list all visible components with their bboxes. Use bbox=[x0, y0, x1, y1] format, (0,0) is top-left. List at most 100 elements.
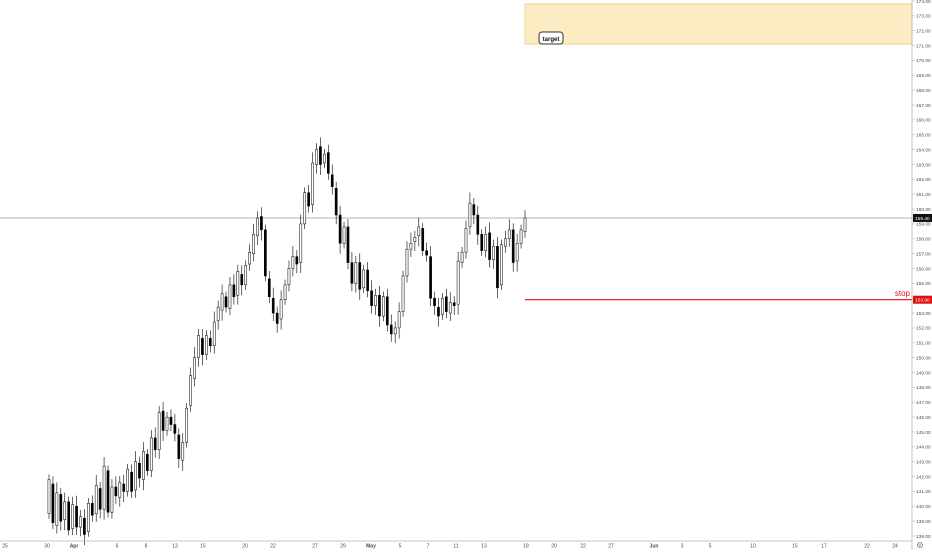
candle[interactable] bbox=[492, 239, 495, 269]
candle[interactable] bbox=[252, 223, 255, 262]
candle[interactable] bbox=[287, 260, 291, 292]
candle[interactable] bbox=[448, 292, 452, 321]
candle[interactable] bbox=[437, 297, 440, 327]
candle[interactable] bbox=[275, 306, 279, 333]
candle[interactable] bbox=[134, 451, 137, 498]
candle[interactable] bbox=[503, 230, 507, 253]
gear-icon[interactable] bbox=[917, 542, 923, 548]
candle[interactable] bbox=[220, 284, 224, 321]
candle[interactable] bbox=[385, 288, 389, 332]
candle[interactable] bbox=[464, 220, 468, 259]
candle[interactable] bbox=[291, 246, 295, 277]
candle[interactable] bbox=[169, 409, 173, 432]
candle[interactable] bbox=[511, 223, 515, 272]
candle[interactable] bbox=[59, 487, 63, 531]
candle[interactable] bbox=[153, 427, 157, 458]
candle[interactable] bbox=[299, 214, 303, 274]
candle[interactable] bbox=[122, 474, 126, 502]
candle[interactable] bbox=[452, 296, 456, 315]
candle[interactable] bbox=[228, 276, 232, 316]
target-zone[interactable] bbox=[524, 3, 913, 45]
candle[interactable] bbox=[130, 464, 133, 498]
candle[interactable] bbox=[393, 321, 397, 344]
candle[interactable] bbox=[374, 288, 377, 315]
candle[interactable] bbox=[216, 300, 220, 330]
target-label-box[interactable]: target bbox=[538, 31, 564, 45]
candle[interactable] bbox=[496, 236, 499, 299]
candle[interactable] bbox=[87, 498, 90, 537]
candle[interactable] bbox=[417, 217, 421, 247]
candle[interactable] bbox=[460, 246, 464, 268]
candle[interactable] bbox=[425, 242, 428, 262]
candle[interactable] bbox=[193, 347, 196, 387]
candle[interactable] bbox=[342, 221, 346, 249]
candle[interactable] bbox=[519, 224, 523, 249]
candle[interactable] bbox=[197, 328, 200, 367]
candle[interactable] bbox=[185, 402, 189, 448]
candle[interactable] bbox=[106, 465, 110, 518]
candle[interactable] bbox=[177, 428, 181, 468]
candle[interactable] bbox=[161, 401, 165, 442]
candle[interactable] bbox=[326, 144, 330, 180]
candle[interactable] bbox=[165, 411, 169, 436]
candle[interactable] bbox=[126, 463, 130, 497]
candle[interactable] bbox=[102, 456, 106, 520]
candle[interactable] bbox=[63, 492, 67, 531]
candle[interactable] bbox=[523, 210, 527, 238]
candle[interactable] bbox=[315, 143, 318, 174]
candle[interactable] bbox=[279, 290, 283, 330]
candle[interactable] bbox=[330, 164, 334, 195]
candle[interactable] bbox=[98, 481, 102, 519]
candle[interactable] bbox=[232, 274, 236, 305]
candle[interactable] bbox=[189, 367, 192, 412]
candle[interactable] bbox=[303, 187, 307, 230]
candle[interactable] bbox=[79, 510, 82, 537]
candle[interactable] bbox=[181, 433, 185, 471]
candle[interactable] bbox=[157, 406, 161, 460]
candle[interactable] bbox=[334, 181, 338, 225]
candle[interactable] bbox=[472, 198, 476, 225]
candle[interactable] bbox=[236, 264, 240, 305]
candle[interactable] bbox=[173, 413, 177, 442]
candle[interactable] bbox=[201, 329, 204, 366]
candle[interactable] bbox=[67, 496, 71, 536]
candle[interactable] bbox=[401, 270, 405, 317]
candle[interactable] bbox=[51, 476, 55, 530]
candle[interactable] bbox=[295, 250, 299, 274]
candle[interactable] bbox=[441, 293, 444, 320]
candle[interactable] bbox=[311, 152, 314, 213]
candle[interactable] bbox=[358, 253, 362, 300]
candle[interactable] bbox=[488, 222, 491, 268]
candle[interactable] bbox=[267, 271, 271, 304]
candle[interactable] bbox=[354, 256, 358, 293]
candle[interactable] bbox=[55, 482, 59, 534]
candle[interactable] bbox=[370, 280, 373, 314]
candle[interactable] bbox=[468, 192, 472, 235]
candle[interactable] bbox=[515, 234, 519, 272]
candle[interactable] bbox=[378, 286, 381, 327]
candle[interactable] bbox=[208, 330, 212, 353]
candle[interactable] bbox=[507, 219, 511, 247]
candle[interactable] bbox=[346, 219, 350, 270]
candle[interactable] bbox=[47, 474, 51, 519]
candle[interactable] bbox=[240, 265, 244, 296]
candle[interactable] bbox=[413, 230, 417, 251]
candle[interactable] bbox=[307, 184, 310, 213]
candle[interactable] bbox=[283, 279, 287, 305]
candle[interactable] bbox=[256, 211, 259, 246]
candle[interactable] bbox=[397, 302, 401, 339]
candle[interactable] bbox=[500, 239, 503, 291]
candle[interactable] bbox=[142, 442, 145, 491]
candle[interactable] bbox=[382, 291, 385, 322]
candle[interactable] bbox=[212, 311, 216, 354]
candle[interactable] bbox=[138, 456, 141, 488]
candle[interactable] bbox=[118, 475, 122, 507]
candle[interactable] bbox=[71, 496, 74, 536]
candle[interactable] bbox=[456, 251, 460, 315]
candle[interactable] bbox=[362, 264, 366, 294]
candle[interactable] bbox=[389, 314, 393, 342]
candle[interactable] bbox=[83, 508, 86, 546]
candle[interactable] bbox=[75, 495, 78, 535]
